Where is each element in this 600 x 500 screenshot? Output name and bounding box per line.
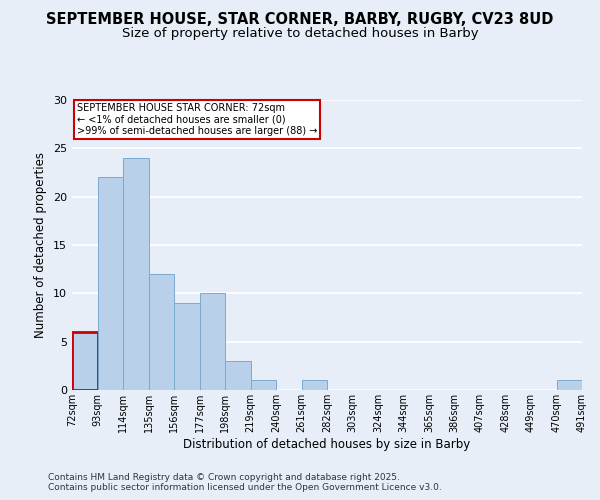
Bar (123, 158, 149, 390)
Bar (251, 380, 276, 390)
Bar (149, 274, 174, 390)
Bar (557, 380, 582, 390)
Bar (97, 178, 123, 390)
Y-axis label: Number of detached properties: Number of detached properties (34, 152, 47, 338)
X-axis label: Distribution of detached houses by size in Barby: Distribution of detached houses by size … (184, 438, 470, 450)
Bar (302, 380, 327, 390)
Text: Size of property relative to detached houses in Barby: Size of property relative to detached ho… (122, 28, 478, 40)
Bar (225, 361, 251, 390)
Text: SEPTEMBER HOUSE, STAR CORNER, BARBY, RUGBY, CV23 8UD: SEPTEMBER HOUSE, STAR CORNER, BARBY, RUG… (46, 12, 554, 28)
Text: Contains HM Land Registry data © Crown copyright and database right 2025.: Contains HM Land Registry data © Crown c… (48, 472, 400, 482)
Bar (72, 332, 97, 390)
Text: SEPTEMBER HOUSE STAR CORNER: 72sqm
← <1% of detached houses are smaller (0)
>99%: SEPTEMBER HOUSE STAR CORNER: 72sqm ← <1%… (77, 103, 317, 136)
Text: Contains public sector information licensed under the Open Government Licence v3: Contains public sector information licen… (48, 482, 442, 492)
Bar (174, 303, 199, 390)
Bar (199, 294, 225, 390)
